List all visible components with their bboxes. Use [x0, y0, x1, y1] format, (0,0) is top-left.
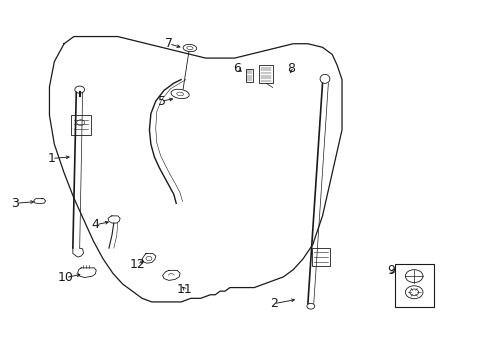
Polygon shape: [394, 264, 433, 307]
Polygon shape: [162, 270, 180, 280]
Text: 3: 3: [11, 197, 19, 210]
Text: 5: 5: [157, 95, 165, 108]
Text: 11: 11: [177, 283, 192, 296]
Text: 9: 9: [386, 264, 394, 277]
Polygon shape: [108, 216, 120, 223]
Text: 7: 7: [164, 37, 173, 50]
Text: 2: 2: [269, 297, 277, 310]
Text: 8: 8: [286, 62, 294, 75]
Text: 4: 4: [92, 218, 100, 231]
Polygon shape: [78, 268, 96, 278]
Polygon shape: [245, 69, 253, 82]
Text: 12: 12: [129, 258, 145, 271]
Polygon shape: [259, 65, 272, 83]
Polygon shape: [142, 253, 156, 263]
Text: 1: 1: [48, 152, 56, 165]
Text: 6: 6: [233, 62, 241, 75]
Polygon shape: [34, 199, 45, 204]
Text: 10: 10: [58, 271, 73, 284]
